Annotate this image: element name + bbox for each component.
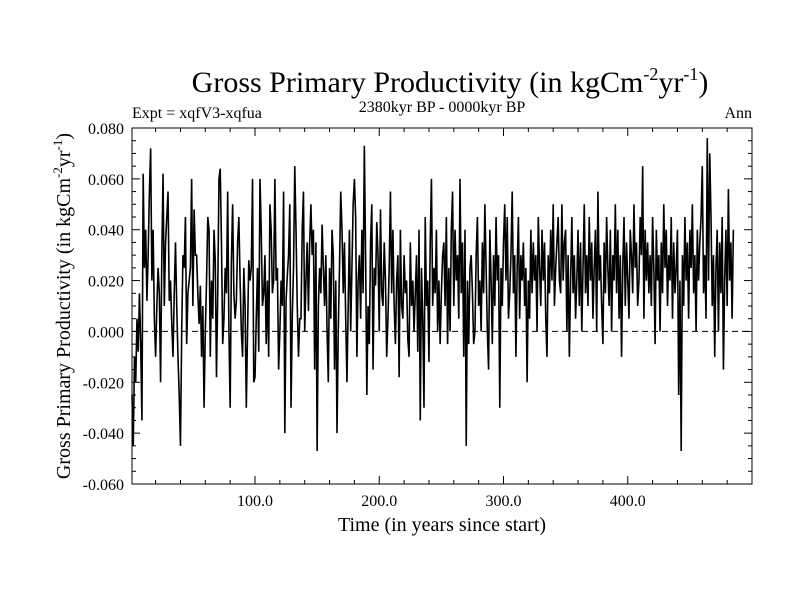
ylabel-sup-2: -1 bbox=[50, 140, 65, 151]
ylabel-mid: yr bbox=[53, 150, 75, 167]
title-main: Gross Primary Productivity (in kgCm bbox=[192, 66, 644, 99]
x-tick-label: 300.0 bbox=[486, 493, 522, 510]
y-tick-label: -0.020 bbox=[83, 375, 124, 392]
x-tick-label: 200.0 bbox=[361, 493, 397, 510]
series-line-gpp bbox=[131, 138, 735, 451]
y-tick-label: 0.080 bbox=[88, 121, 124, 138]
ylabel-end: ) bbox=[53, 133, 75, 140]
y-tick-label: 0.060 bbox=[88, 172, 124, 189]
season-label: Ann bbox=[724, 105, 752, 122]
time-range-label: 2380kyr BP - 0000kyr BP bbox=[359, 99, 526, 116]
title-end: ) bbox=[698, 66, 708, 99]
y-tick-label: -0.040 bbox=[83, 426, 124, 443]
title-sup-2: -1 bbox=[683, 64, 698, 84]
x-tick-label: 100.0 bbox=[237, 493, 273, 510]
y-tick-label: 0.040 bbox=[88, 223, 124, 240]
ylabel-sup-1: -2 bbox=[50, 167, 65, 178]
x-axis-label: Time (in years since start) bbox=[338, 514, 546, 536]
y-axis: -0.060 -0.040 -0.020 0.000 0.020 0.040 0.060 0.… bbox=[83, 121, 752, 494]
title-sup-1: -2 bbox=[643, 64, 658, 84]
y-tick-label: -0.060 bbox=[83, 477, 124, 494]
title-mid: yr bbox=[658, 66, 683, 99]
y-tick-label: 0.020 bbox=[88, 274, 124, 291]
x-tick-label: 400.0 bbox=[610, 493, 646, 510]
experiment-label: Expt = xqfV3-xqfua bbox=[132, 105, 262, 122]
chart-title: Gross Primary Productivity (in kgCm-2yr-… bbox=[192, 64, 709, 99]
y-axis-label: Gross Primary Productivity (in kgCm-2yr-… bbox=[50, 133, 75, 479]
ylabel-main: Gross Primary Productivity (in kgCm bbox=[53, 178, 75, 480]
y-tick-label: 0.000 bbox=[88, 324, 124, 341]
x-axis: 100.0 200.0 300.0 400.0 bbox=[155, 128, 728, 510]
